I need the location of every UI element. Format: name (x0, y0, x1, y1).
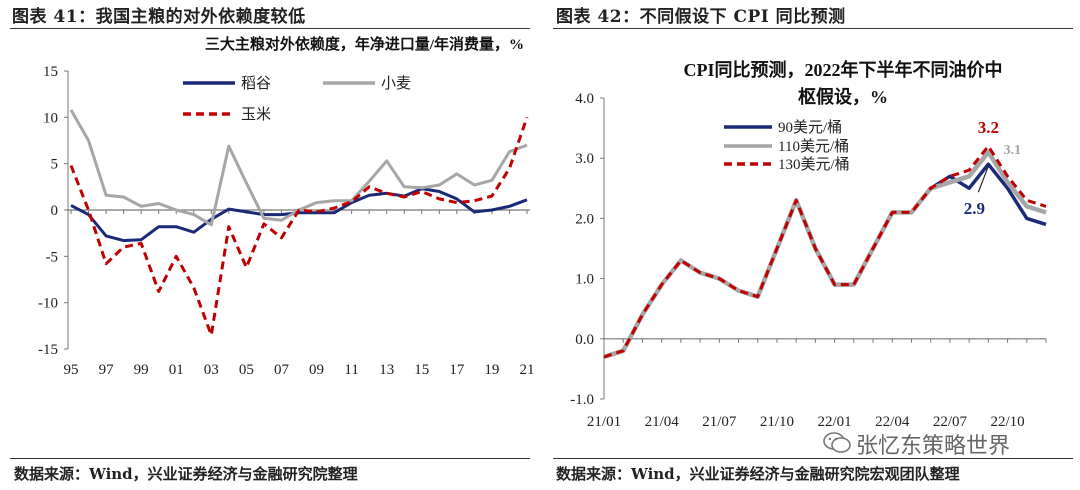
wechat-icon (823, 432, 851, 453)
left-footer-rule (10, 458, 530, 459)
left-x-tick-label: 11 (344, 362, 358, 378)
right-series-line-2 (603, 149, 1047, 360)
left-x-tick-label: 19 (484, 362, 499, 378)
right-x-tick-label: 22/10 (990, 414, 1024, 430)
left-title-line: 三大主粮对外依赖度，年净进口量/年消费量，% (205, 35, 524, 53)
left-y-tick-label: 5 (51, 157, 59, 173)
left-y-tick-label: 0 (51, 203, 59, 219)
left-x-tick-label: 21 (520, 362, 535, 378)
right-legend-label: 90美元/桶 (778, 119, 842, 136)
right-x-tick-label: 22/01 (818, 414, 852, 430)
left-y-tick-label: -15 (38, 342, 58, 358)
left-y-tick-label: 15 (43, 64, 58, 80)
left-x-tick-label: 01 (169, 362, 184, 378)
left-x-tick-label: 09 (309, 362, 324, 378)
left-series-line-2 (69, 109, 528, 227)
right-legend-label: 130美元/桶 (778, 156, 850, 173)
left-series-line-1 (70, 187, 528, 243)
right-title-line: CPI同比预测，2022年下半年不同油价中 (684, 59, 1003, 80)
left-legend-label: 小麦 (381, 75, 411, 92)
left-series-line-3 (69, 116, 529, 337)
right-title-line: 枢假设，% (798, 86, 888, 107)
right-title-rule (553, 28, 1073, 29)
left-x-tick-label: 95 (64, 362, 79, 378)
left-y-tick-label: 10 (43, 110, 58, 126)
right-footer-rule (553, 458, 1073, 459)
left-y-tick-label: -5 (46, 249, 59, 265)
right-x-tick-label: 22/07 (933, 414, 968, 430)
right-x-tick-label: 21/01 (587, 414, 621, 430)
right-y-tick-label: 1.0 (575, 272, 594, 288)
right-x-tick-label: 21/10 (760, 414, 794, 430)
right-chart-title: 图表 42：不同假设下 CPI 同比预测 (556, 7, 846, 27)
right-x-tick-label: 21/04 (645, 414, 680, 430)
watermark-text: 张忆东策略世界 (856, 434, 1011, 459)
right-legend-label: 110美元/桶 (778, 138, 849, 155)
right-y-tick-label: 4.0 (575, 91, 594, 107)
left-title-rule (10, 28, 530, 29)
left-x-tick-label: 15 (414, 362, 429, 378)
peak-leader-line (977, 166, 989, 193)
left-x-tick-label: 99 (134, 362, 149, 378)
left-x-tick-label: 13 (379, 362, 394, 378)
right-series-line-1 (603, 162, 1047, 359)
right-x-tick-label: 21/07 (702, 414, 737, 430)
right-series-line-3 (603, 144, 1047, 359)
left-chart-title: 图表 41：我国主粮的对外依赖度较低 (12, 7, 306, 27)
right-source-note: 数据来源：Wind，兴业证券经济与金融研究院宏观团队整理 (556, 465, 960, 483)
left-x-tick-label: 03 (204, 362, 219, 378)
peak-label-130: 3.2 (978, 118, 999, 137)
left-x-tick-label: 07 (274, 362, 290, 378)
left-legend-label: 玉米 (241, 106, 271, 123)
right-y-tick-label: 3.0 (575, 151, 594, 167)
left-x-tick-label: 17 (449, 362, 465, 378)
left-legend-label: 稻谷 (241, 75, 271, 92)
left-source-note: 数据来源：Wind，兴业证券经济与金融研究院整理 (14, 465, 358, 483)
right-y-tick-label: 0.0 (575, 332, 594, 348)
right-x-tick-label: 22/04 (875, 414, 910, 430)
right-y-tick-label: -1.0 (570, 392, 594, 408)
left-x-tick-label: 05 (239, 362, 254, 378)
left-x-tick-label: 97 (99, 362, 115, 378)
peak-label-90: 2.9 (964, 199, 985, 218)
peak-label-110: 3.1 (1004, 143, 1022, 158)
left-y-tick-label: -10 (38, 296, 58, 312)
right-y-tick-label: 2.0 (575, 211, 594, 227)
